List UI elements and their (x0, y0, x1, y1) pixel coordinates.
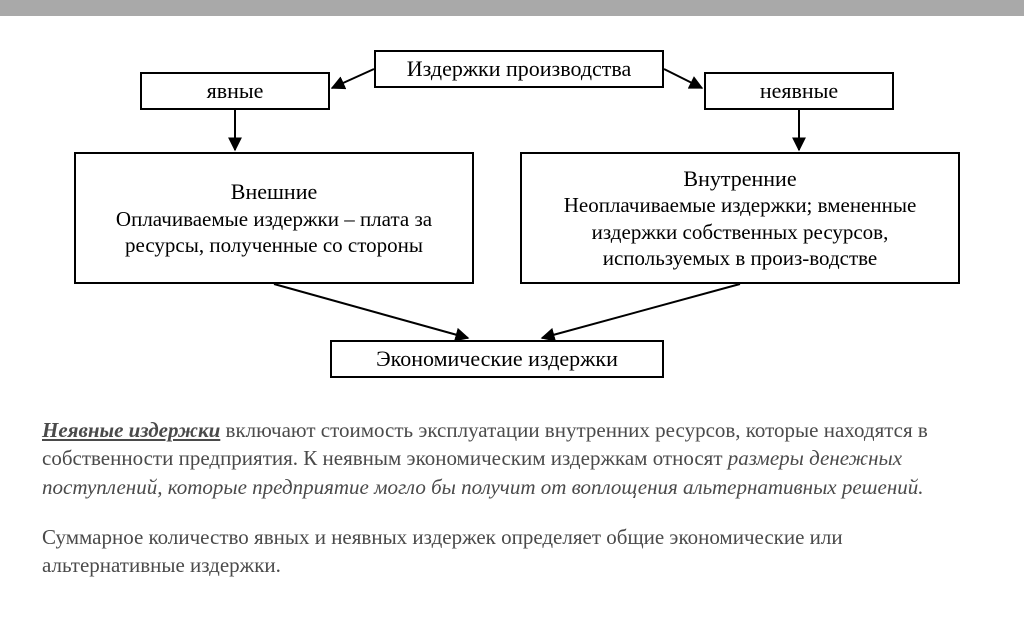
node-right2: Внутренние Неоплачиваемые издержки; вмен… (520, 152, 960, 284)
paragraph-1: Неявные издержки включают стоимость эксп… (42, 416, 982, 501)
node-right1: неявные (704, 72, 894, 110)
node-left2: Внешние Оплачиваемые издержки – плата за… (74, 152, 474, 284)
edge-root-left1 (332, 69, 374, 88)
node-right2-title: Внутренние (530, 165, 950, 193)
node-left1-label: явные (150, 77, 320, 105)
node-left2-desc: Оплачиваемые издержки – плата за ресурсы… (84, 206, 464, 259)
node-bottom-label: Экономические издержки (340, 345, 654, 373)
edge-right2-bottom (542, 284, 740, 338)
node-right1-label: неявные (714, 77, 884, 105)
edge-left2-bottom (274, 284, 468, 338)
paragraph-2: Суммарное количество явных и неявных изд… (42, 523, 982, 580)
edge-root-right1 (664, 69, 702, 88)
node-right2-desc: Неоплачиваемые издержки; вмененные издер… (530, 192, 950, 271)
node-left2-title: Внешние (84, 178, 464, 206)
node-bottom: Экономические издержки (330, 340, 664, 378)
diagram-area: Издержки производства явные неявные Внеш… (0, 16, 1024, 416)
p1-lead: Неявные издержки (42, 418, 220, 442)
paragraph-block: Неявные издержки включают стоимость эксп… (0, 416, 1024, 580)
node-root: Издержки производства (374, 50, 664, 88)
node-root-label: Издержки производства (384, 55, 654, 83)
node-left1: явные (140, 72, 330, 110)
top-bar (0, 0, 1024, 16)
